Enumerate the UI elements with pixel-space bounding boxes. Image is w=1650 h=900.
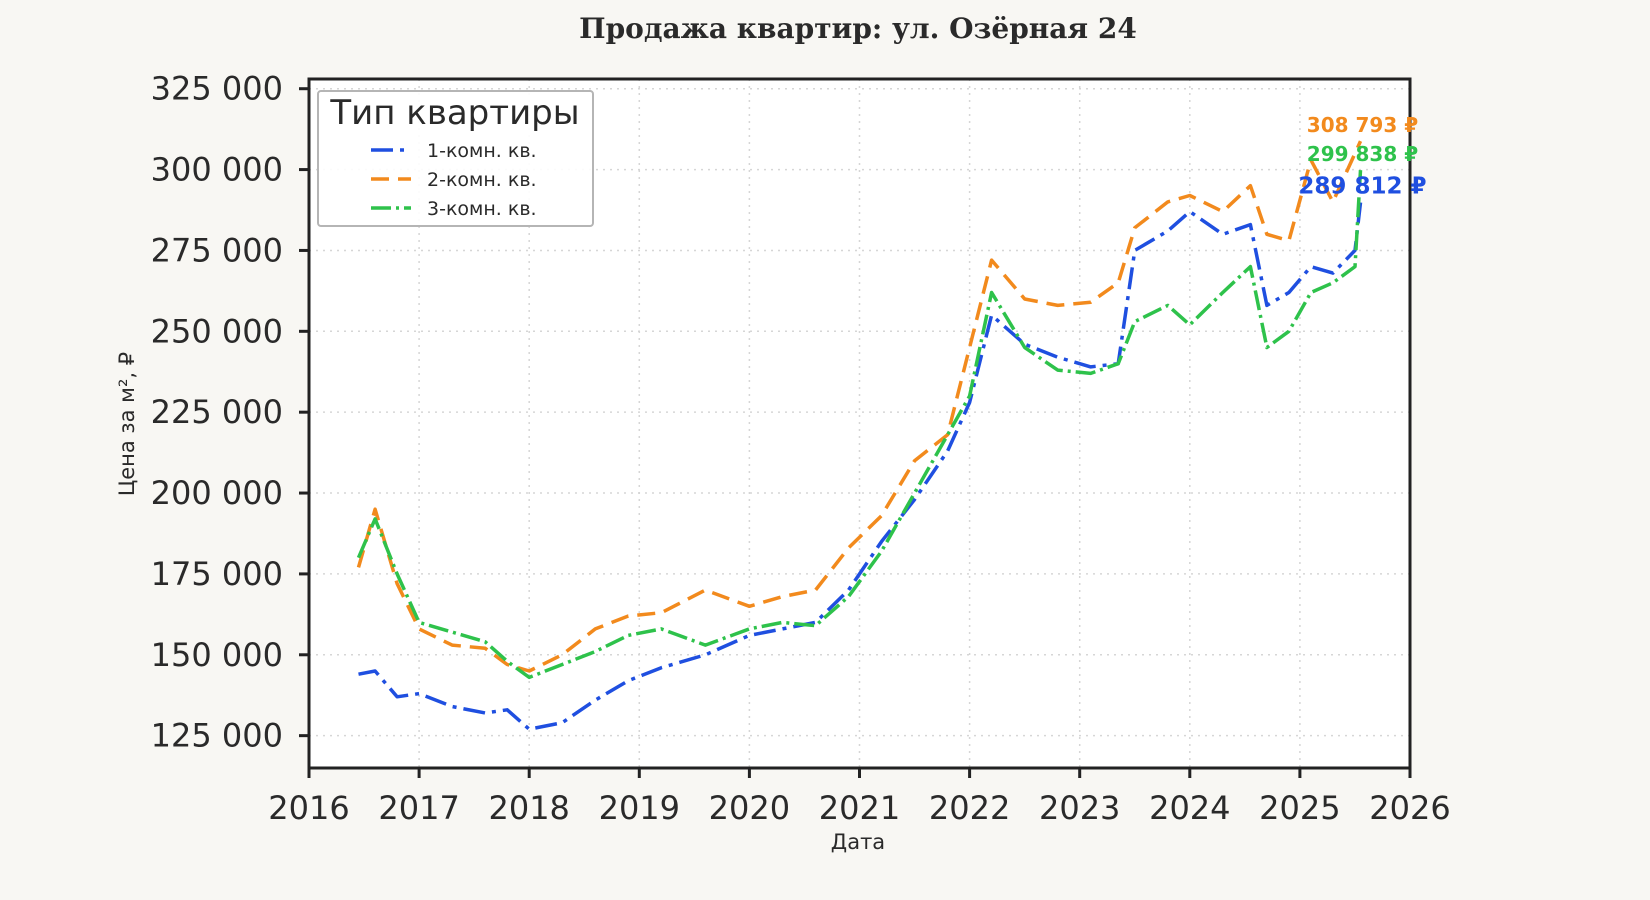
- series-line: [358, 202, 1363, 731]
- x-tick-label: 2019: [599, 789, 680, 827]
- legend-box: [317, 90, 594, 227]
- grid-layer: [309, 79, 1410, 768]
- x-tick-label: 2020: [709, 789, 790, 827]
- legend-entry-label: 1-комн. кв.: [427, 140, 537, 162]
- x-tick-label: 2017: [378, 789, 459, 827]
- y-tick-label: 225 000: [151, 393, 283, 431]
- x-tick-label: 2025: [1259, 789, 1340, 827]
- series-line: [356, 170, 1363, 680]
- x-axis-label: Дата: [831, 830, 885, 854]
- y-tick-label: 150 000: [151, 636, 283, 674]
- end-labels: 308 793 ₽ 299 838 ₽ 289 812 ₽: [1298, 113, 1426, 199]
- y-tick-label: 125 000: [151, 717, 283, 755]
- y-tick-label: 175 000: [151, 555, 283, 593]
- y-axis: 125 000 150 000 175 000 200 000 225 000 250 0…: [151, 70, 309, 755]
- legend: Тип квартиры 1-комн. кв. 2-комн. кв. 3-ком…: [317, 90, 594, 227]
- y-tick-label: 325 000: [151, 70, 283, 108]
- x-tick-label: 2016: [268, 789, 349, 827]
- x-tick-label: 2026: [1369, 789, 1450, 827]
- end-value-label: 299 838 ₽: [1307, 142, 1418, 166]
- y-tick-label: 200 000: [151, 474, 283, 512]
- legend-entry-label: 3-комн. кв.: [427, 198, 537, 220]
- series-layer: [356, 140, 1363, 731]
- x-tick-label: 2021: [819, 789, 900, 827]
- legend-entry-label: 2-комн. кв.: [427, 169, 537, 191]
- x-tick-label: 2018: [488, 789, 569, 827]
- x-tick-label: 2023: [1039, 789, 1120, 827]
- legend-items: 1-комн. кв. 2-комн. кв. 3-комн. кв.: [371, 140, 537, 220]
- chart-svg: Продажа квартир: ул. Озёрная 24 2016 2017…: [115, 12, 1451, 854]
- y-tick-label: 300 000: [151, 151, 283, 189]
- x-axis: 2016 2017 2018 2019 2020 2021 2022 2023 2024 2025…: [268, 768, 1451, 827]
- end-value-label: 289 812 ₽: [1298, 174, 1426, 200]
- x-tick-label: 2022: [929, 789, 1010, 827]
- end-value-label: 308 793 ₽: [1307, 113, 1418, 137]
- y-tick-label: 275 000: [151, 231, 283, 269]
- x-tick-label: 2024: [1149, 789, 1230, 827]
- y-tick-label: 250 000: [151, 312, 283, 350]
- legend-title: Тип квартиры: [329, 93, 579, 133]
- y-axis-label: Цена за м², ₽: [115, 352, 139, 496]
- chart-title: Продажа квартир: ул. Озёрная 24: [579, 12, 1137, 45]
- series-line: [356, 140, 1363, 673]
